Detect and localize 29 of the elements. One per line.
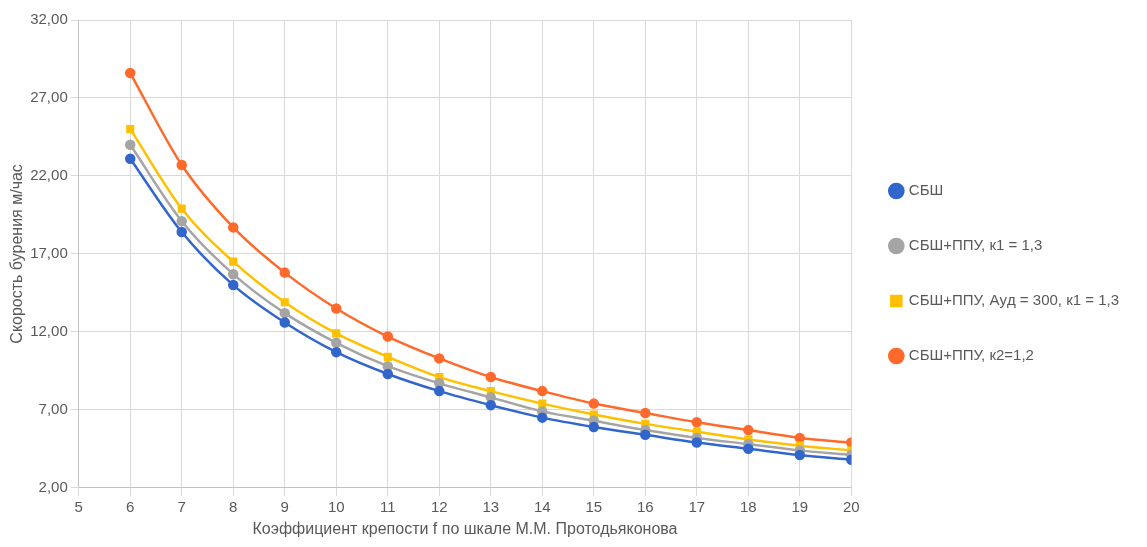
- x-tick-label: 13: [482, 497, 500, 515]
- y-tick-label: 27,00: [30, 88, 68, 106]
- y-tick-label: 12,00: [30, 322, 68, 340]
- x-tick-label: 6: [126, 497, 135, 515]
- x-tick-label: 7: [177, 497, 186, 515]
- x-tick-label: 16: [636, 497, 654, 515]
- legend-label: СБШ: [908, 181, 944, 199]
- x-tick-label: 17: [688, 497, 706, 515]
- x-tick-label: 19: [791, 497, 809, 515]
- y-tick-label: 22,00: [30, 166, 68, 184]
- y-tick-label: 17,00: [30, 244, 68, 262]
- x-tick-label: 5: [74, 497, 83, 515]
- x-tick-label: 20: [842, 497, 860, 515]
- legend-label: СБШ+ППУ, к2=1,2: [908, 346, 1034, 364]
- y-tick-label: 32,00: [30, 10, 68, 28]
- y-axis-title: Скорость бурения м/час: [8, 164, 26, 344]
- x-tick-label: 12: [430, 497, 448, 515]
- x-tick-label: 8: [229, 497, 238, 515]
- y-tick-label: 2,00: [38, 477, 68, 495]
- x-tick-label: 15: [585, 497, 603, 515]
- legend-label: СБШ+ППУ, Аyд = 300, к1 = 1,3: [908, 291, 1119, 309]
- legend-label: СБШ+ППУ, к1 = 1,3: [908, 236, 1043, 254]
- x-tick-label: 14: [533, 497, 551, 515]
- x-tick-label: 11: [379, 497, 396, 515]
- y-tick-label: 7,00: [38, 399, 68, 417]
- x-tick-label: 10: [327, 497, 345, 515]
- x-axis-title: Коэффициент крепости f по шкале М.М. Протодьяконова: [252, 519, 678, 537]
- x-tick-label: 9: [280, 497, 289, 515]
- x-tick-label: 18: [739, 497, 757, 515]
